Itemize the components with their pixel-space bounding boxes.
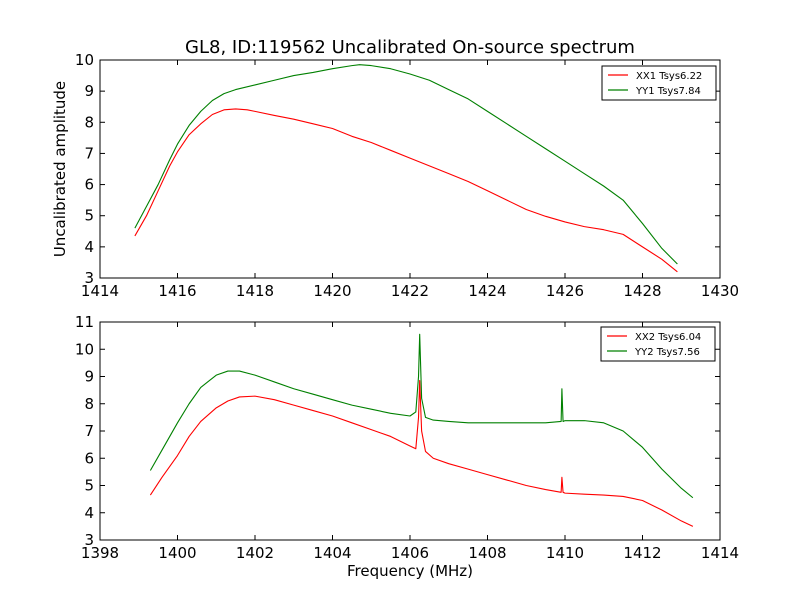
y-tick-label: 10 xyxy=(75,340,94,358)
y-tick-label: 8 xyxy=(84,395,94,413)
y-tick-label: 4 xyxy=(84,238,94,256)
y-tick-label: 8 xyxy=(84,113,94,131)
x-tick-label: 1410 xyxy=(546,544,584,562)
x-tick-label: 1424 xyxy=(468,282,506,300)
y-tick-label: 10 xyxy=(75,51,94,69)
legend-entry: XX1 Tsys6.22 xyxy=(636,71,702,82)
x-tick-label: 1416 xyxy=(158,282,196,300)
series-line-xx1 xyxy=(134,108,678,273)
y-tick-label: 6 xyxy=(84,449,94,467)
legend-entry: XX2 Tsys6.04 xyxy=(635,332,701,343)
x-tick-label: 1430 xyxy=(701,282,739,300)
x-tick-label: 1422 xyxy=(391,282,429,300)
x-tick-label: 1412 xyxy=(623,544,661,562)
x-tick-label: 1426 xyxy=(546,282,584,300)
series-line-yy1 xyxy=(134,64,678,265)
y-tick-label: 9 xyxy=(84,368,94,386)
x-tick-label: 1428 xyxy=(623,282,661,300)
y-tick-label: 5 xyxy=(84,207,94,225)
x-tick-label: 1400 xyxy=(158,544,196,562)
bottom-panel: 1398 1400 1402 1404 1406 1408 1410 1412 1414 3 4 5 6… xyxy=(75,313,739,580)
legend: XX2 Tsys6.04 YY2 Tsys7.56 xyxy=(600,326,716,362)
legend-entry: YY2 Tsys7.56 xyxy=(634,347,700,358)
x-tick-label: 1418 xyxy=(236,282,274,300)
chart-title: GL8, ID:119562 Uncalibrated On-source sp… xyxy=(185,37,635,58)
x-tick-label: 1402 xyxy=(236,544,274,562)
x-tick-label: 1420 xyxy=(313,282,351,300)
legend: XX1 Tsys6.22 YY1 Tsys7.84 xyxy=(601,65,717,101)
legend-entry: YY1 Tsys7.84 xyxy=(635,86,701,97)
y-axis-label: Uncalibrated amplitude xyxy=(51,81,69,257)
y-tick-label: 11 xyxy=(75,313,94,331)
y-tick-label: 5 xyxy=(84,477,94,495)
y-tick-label: 4 xyxy=(84,504,94,522)
x-tick-label: 1404 xyxy=(313,544,351,562)
x-tick-label: 1414 xyxy=(81,282,119,300)
y-tick-label: 7 xyxy=(84,422,94,440)
series-line-xx2 xyxy=(149,380,694,527)
y-tick-label: 3 xyxy=(84,531,94,549)
x-tick-label: 1398 xyxy=(81,544,119,562)
legend-box xyxy=(601,65,717,101)
y-tick-label: 7 xyxy=(84,144,94,162)
y-tick-label: 3 xyxy=(84,269,94,287)
x-tick-label: 1414 xyxy=(701,544,739,562)
x-tick-label: 1408 xyxy=(468,544,506,562)
x-tick-label: 1406 xyxy=(391,544,429,562)
x-axis-label: Frequency (MHz) xyxy=(347,562,473,580)
top-panel: 1414 1416 1418 1420 1422 1424 1426 1428 1430 3 4 5 6… xyxy=(51,51,739,300)
series-line-yy2 xyxy=(149,333,694,499)
y-tick-label: 6 xyxy=(84,176,94,194)
y-tick-label: 9 xyxy=(84,82,94,100)
legend-box xyxy=(600,326,716,362)
